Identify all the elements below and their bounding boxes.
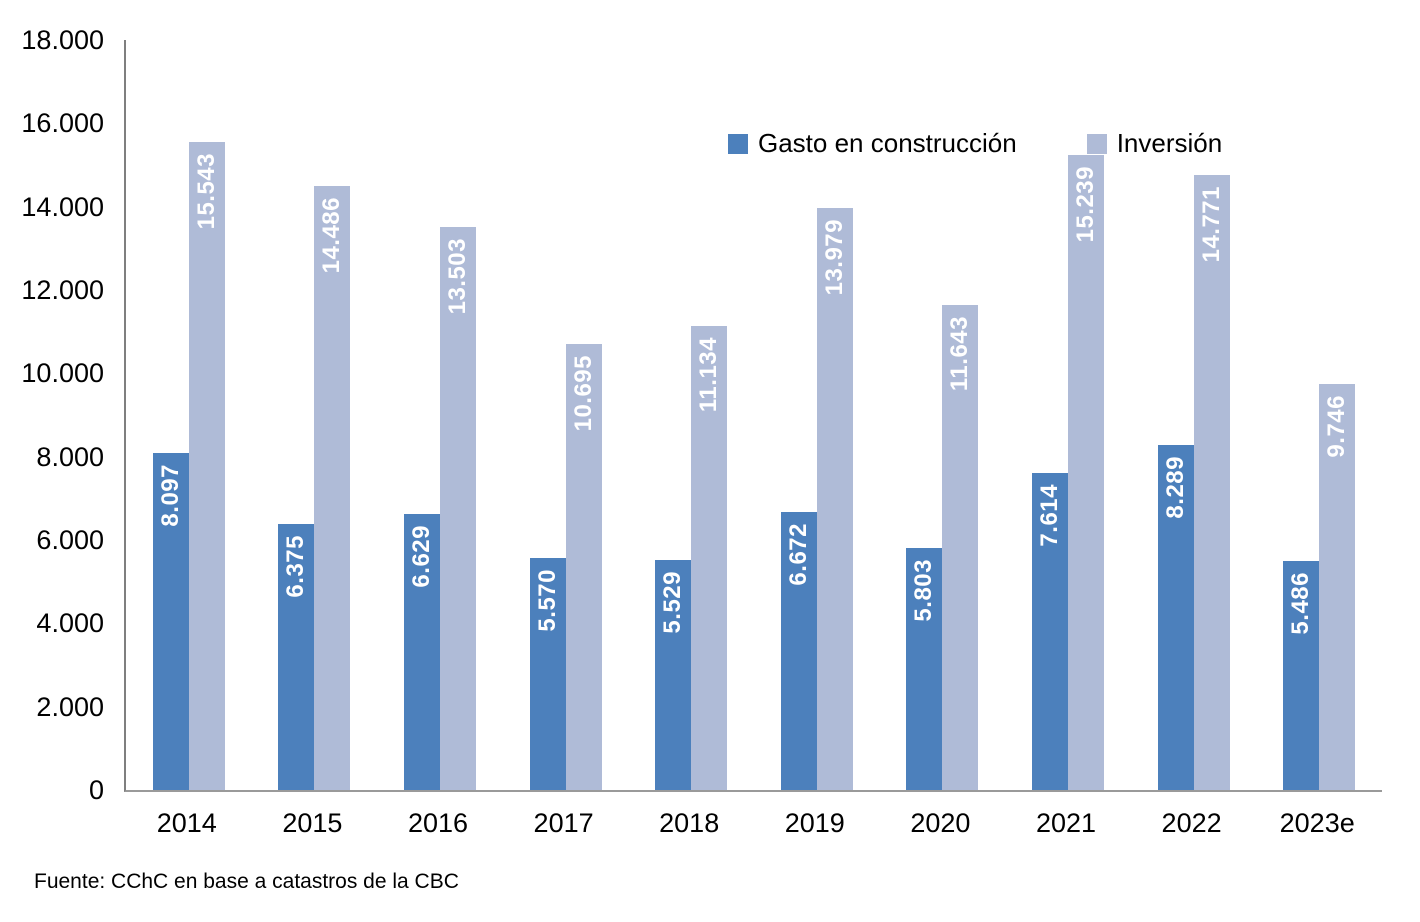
x-tick-label-2017: 2017 bbox=[533, 808, 594, 838]
bar-group-2017: 5.570 10.695 bbox=[503, 40, 629, 790]
y-tick-label: 6.000 bbox=[36, 525, 104, 555]
bar-gasto-en-construccion-2021: 7.614 bbox=[1031, 472, 1068, 790]
x-tick-label-2015: 2015 bbox=[282, 808, 343, 838]
bar-value-label: 7.614 bbox=[1035, 483, 1063, 547]
bar-value-label: 13.979 bbox=[820, 218, 848, 295]
x-tick-label-2018: 2018 bbox=[659, 808, 720, 838]
bar-value-label: 8.097 bbox=[156, 463, 184, 527]
bar-gasto-en-construccion-2022: 8.289 bbox=[1157, 444, 1194, 790]
bar-group-2021: 7.614 15.239 bbox=[1005, 40, 1131, 790]
bar-inversion-2020: 11.643 bbox=[942, 304, 979, 790]
y-tick-label: 10.000 bbox=[21, 358, 104, 389]
legend-item-inversion: Inversión bbox=[1086, 128, 1223, 159]
y-axis: 0 2.000 4.000 6.000 8.000 10.000 12.000 14.000 1… bbox=[0, 0, 104, 922]
source-note: Fuente: CChC en base a catastros de la C… bbox=[34, 870, 459, 893]
bar-value-label: 5.529 bbox=[659, 570, 687, 634]
bar-value-label: 15.543 bbox=[192, 153, 220, 230]
bar-value-label: 5.486 bbox=[1287, 572, 1315, 635]
bar-group-2016: 6.629 13.503 bbox=[377, 40, 503, 790]
bar-inversion-2023e: 9.746 bbox=[1319, 383, 1356, 790]
plot-area: 8.097 15.543 6.375 14.486 6.629 13.503 5.570 10… bbox=[124, 40, 1382, 792]
bar-gasto-en-construccion-2017: 5.570 bbox=[529, 557, 566, 790]
bar-value-label: 14.771 bbox=[1197, 185, 1225, 262]
x-tick-label-2016: 2016 bbox=[407, 808, 469, 838]
bar-gasto-en-construccion-2014: 8.097 bbox=[152, 452, 189, 790]
legend: Gasto en construcción Inversión bbox=[728, 128, 1222, 159]
y-tick-label: 0 bbox=[88, 775, 104, 805]
y-tick-label: 12.000 bbox=[21, 275, 104, 305]
bar-value-label: 15.239 bbox=[1071, 166, 1099, 243]
bar-value-label: 11.643 bbox=[946, 315, 974, 391]
bar-group-2018: 5.529 11.134 bbox=[628, 40, 754, 790]
bar-group-2014: 8.097 15.543 bbox=[126, 40, 252, 790]
bar-groups: 8.097 15.543 6.375 14.486 6.629 13.503 5.570 10… bbox=[126, 40, 1382, 790]
legend-item-gasto-en-construccion: Gasto en construcción bbox=[728, 128, 1017, 159]
y-tick-label: 14.000 bbox=[21, 191, 104, 222]
bar-value-label: 5.803 bbox=[910, 559, 938, 622]
bar-value-label: 6.672 bbox=[784, 523, 812, 586]
bar-gasto-en-construccion-2020: 5.803 bbox=[906, 548, 943, 790]
bar-group-2023e: 5.486 9.746 bbox=[1256, 40, 1382, 790]
y-tick-label: 8.000 bbox=[36, 441, 104, 472]
bar-inversion-2016: 13.503 bbox=[439, 227, 476, 790]
bar-gasto-en-construccion-2018: 5.529 bbox=[655, 559, 692, 790]
y-tick-label: 2.000 bbox=[36, 691, 104, 722]
bar-value-label: 8.289 bbox=[1161, 455, 1189, 519]
bar-inversion-2021: 15.239 bbox=[1067, 155, 1104, 790]
x-tick-label-2019: 2019 bbox=[784, 808, 845, 838]
bar-inversion-2018: 11.134 bbox=[691, 326, 728, 790]
bar-inversion-2022: 14.771 bbox=[1193, 174, 1230, 790]
bar-value-label: 9.746 bbox=[1323, 394, 1351, 458]
bar-group-2019: 6.672 13.979 bbox=[754, 40, 880, 790]
x-axis: 2014 2015 2016 2017 2018 2019 2020 2021 2022 2023… bbox=[124, 806, 1380, 846]
y-tick-label: 18.000 bbox=[21, 25, 104, 55]
bar-inversion-2014: 15.543 bbox=[188, 142, 225, 790]
x-tick-label-2023e: 2023e bbox=[1279, 808, 1355, 838]
bar-value-label: 11.134 bbox=[695, 337, 723, 413]
bar-gasto-en-construccion-2023e: 5.486 bbox=[1283, 561, 1320, 790]
bar-gasto-en-construccion-2015: 6.375 bbox=[278, 524, 315, 790]
bar-inversion-2017: 10.695 bbox=[565, 344, 602, 790]
legend-label: Inversión bbox=[1116, 128, 1223, 158]
bar-inversion-2019: 13.979 bbox=[816, 207, 853, 790]
bar-value-label: 13.503 bbox=[443, 238, 471, 315]
x-tick-label-2021: 2021 bbox=[1035, 808, 1097, 838]
bar-value-label: 14.486 bbox=[318, 197, 346, 274]
legend-swatch-icon bbox=[1086, 133, 1107, 154]
legend-label: Gasto en construcción bbox=[758, 128, 1017, 158]
bar-group-2015: 6.375 14.486 bbox=[252, 40, 378, 790]
bar-gasto-en-construccion-2019: 6.672 bbox=[780, 512, 817, 790]
bar-value-label: 6.629 bbox=[407, 524, 435, 588]
bar-value-label: 10.695 bbox=[569, 355, 597, 432]
bar-value-label: 5.570 bbox=[533, 568, 561, 632]
bar-inversion-2015: 14.486 bbox=[314, 186, 351, 790]
bar-gasto-en-construccion-2016: 6.629 bbox=[403, 513, 440, 790]
legend-swatch-icon bbox=[728, 133, 748, 154]
bar-value-label: 6.375 bbox=[282, 535, 310, 598]
y-tick-label: 4.000 bbox=[36, 608, 104, 639]
x-tick-label-2020: 2020 bbox=[910, 808, 971, 838]
x-tick-label-2014: 2014 bbox=[156, 808, 217, 838]
bar-group-2022: 8.289 14.771 bbox=[1131, 40, 1257, 790]
x-tick-label-2022: 2022 bbox=[1161, 808, 1222, 838]
bar-group-2020: 5.803 11.643 bbox=[880, 40, 1006, 790]
y-tick-label: 16.000 bbox=[21, 108, 104, 139]
